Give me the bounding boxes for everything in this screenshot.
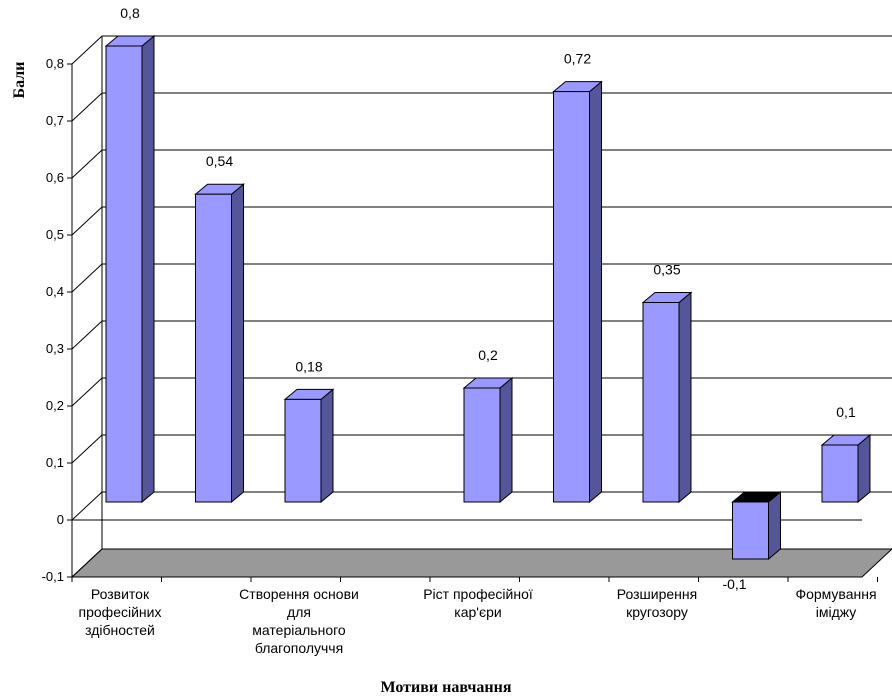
bar-side [141,34,155,504]
bar-front [284,398,322,503]
data-label: 0,54 [206,153,233,169]
gridline-depth [71,149,103,179]
gridline-depth [71,263,103,293]
data-label: 0,18 [295,358,322,374]
gridline-depth [71,35,103,65]
bar [552,80,603,504]
bar-front [463,387,501,503]
category-label: Створення основи для матеріального благопол… [239,586,359,656]
y-tick-label: 0,8 [46,56,64,71]
bar [283,388,335,504]
category-label: Розширення кругозору [617,586,697,620]
bar [641,291,693,504]
bar-front [821,444,859,503]
bar-side [857,433,871,504]
bar-front [642,302,680,503]
bar-side [499,376,513,504]
x-axis-title: Мотиви навчання [381,679,512,696]
y-axis-title: Бали [11,62,28,99]
gridline-depth [71,206,103,236]
bars [104,34,872,561]
data-label: -0,1 [722,576,746,592]
bar [820,433,872,504]
gridline-depth [71,491,103,521]
category-label: Ріст професійної кар'єри [423,586,533,620]
category-labels: Розвиток професійних здібностей Створення о… [79,586,877,656]
bar-front [732,501,769,560]
y-tick-label: -0,1 [42,569,64,584]
bar [194,183,245,504]
bar [731,490,782,561]
bar-side [320,388,334,504]
bar-side [589,80,602,504]
axes: -0,1 0 0,1 0,2 0,3 0,4 0,5 0,6 0,7 0,8 [42,36,878,584]
y-tick-label: 0,4 [46,284,64,299]
gridline-depth [71,548,103,578]
gridline-depth [71,320,103,350]
bar-front [195,193,232,503]
y-tick-label: 0 [57,512,64,527]
data-label: 0,35 [653,262,680,278]
data-label: 0,2 [478,347,498,363]
y-tick-label: 0,7 [46,113,64,128]
y-tick-label: 0,6 [46,170,64,185]
bar-side [768,490,781,561]
gridline-depth [71,434,103,464]
y-tick-label: 0,1 [46,455,64,470]
data-label: 0,72 [564,51,591,67]
data-labels: 0,8 0,54 0,18 0,2 0,72 0,35 -0,1 0,1 [120,5,856,592]
bar [462,376,514,504]
data-label: 0,8 [120,5,140,21]
category-label: Розвиток професійних здібностей [79,586,162,638]
bar-side [678,291,692,504]
y-tick-label: 0,5 [46,227,64,242]
gridline-depth [71,92,103,122]
data-label: 0,1 [836,404,856,420]
gridline-depth [71,377,103,407]
y-tick-label: 0,3 [46,341,64,356]
bar-front [553,91,590,503]
bar-front [105,45,143,503]
category-label: Формування іміджу [795,586,876,620]
bar-side [231,183,244,504]
y-tick-label: 0,2 [46,398,64,413]
bar [104,34,156,504]
